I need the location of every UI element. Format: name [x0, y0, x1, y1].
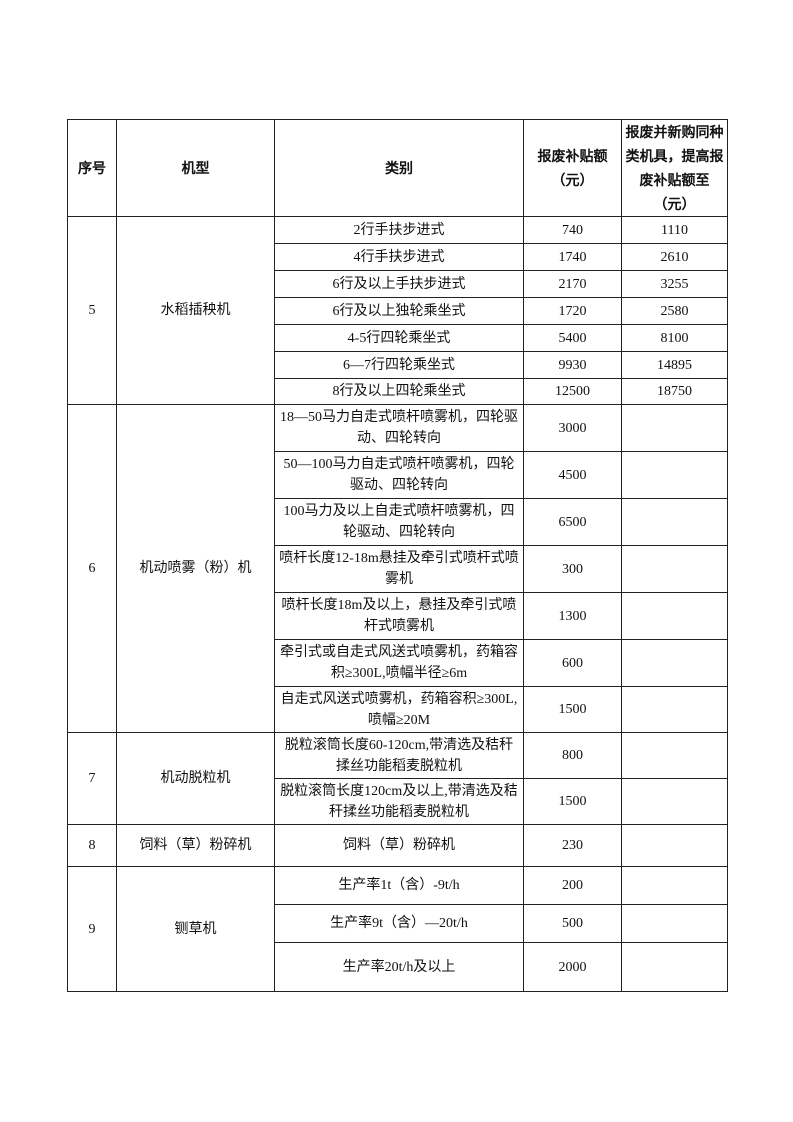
- table-row: 生产率9t（含）—20t/h 500: [68, 904, 728, 943]
- cell-subsidy: 9930: [523, 351, 622, 379]
- cell-no: 6: [67, 404, 117, 733]
- cell-category: 4-5行四轮乘坐式: [274, 324, 524, 352]
- cell-category: 6行及以上手扶步进式: [274, 270, 524, 298]
- header-raised-subsidy: 报废并新购同种类机具，提高报废补贴额至（元）: [621, 119, 728, 217]
- cell-subsidy: 1720: [523, 297, 622, 325]
- cell-subsidy: 300: [523, 545, 622, 593]
- cell-raised-subsidy: [621, 778, 728, 825]
- cell-raised-subsidy: [621, 904, 728, 943]
- cell-raised-subsidy: [621, 592, 728, 640]
- table-row: 喷杆长度18m及以上，悬挂及牵引式喷杆式喷雾机 1300: [68, 592, 728, 640]
- table-row: 7 机动脱粒机 脱粒滚筒长度60-120cm,带清选及秸秆揉丝功能稻麦脱粒机 800: [67, 732, 728, 825]
- cell-raised-subsidy: [621, 498, 728, 546]
- cell-model: 铡草机: [116, 866, 275, 992]
- cell-subsidy: 2170: [523, 270, 622, 298]
- cell-no: 9: [67, 866, 117, 992]
- cell-subsidy: 2000: [523, 942, 622, 992]
- cell-no: 8: [67, 824, 117, 867]
- cell-subsidy: 12500: [523, 378, 622, 405]
- cell-subsidy: 740: [523, 216, 622, 244]
- cell-raised-subsidy: [621, 451, 728, 499]
- table-row: 5 水稻插秧机 2行手扶步进式 740 1110: [67, 216, 728, 405]
- table-body: 5 水稻插秧机 2行手扶步进式 740 1110 4行手扶步进式 1740 2610 6行及以上…: [67, 216, 728, 992]
- cell-raised-subsidy: [621, 639, 728, 687]
- cell-model: 饲料（草）粉碎机: [116, 824, 275, 867]
- cell-category: 2行手扶步进式: [274, 216, 524, 244]
- cell-category: 100马力及以上自走式喷杆喷雾机，四轮驱动、四轮转向: [274, 498, 524, 546]
- table-row: 6 机动喷雾（粉）机 18—50马力自走式喷杆喷雾机，四轮驱动、四轮转向 3000: [67, 404, 728, 733]
- cell-subsidy: 6500: [523, 498, 622, 546]
- cell-subsidy: 1300: [523, 592, 622, 640]
- cell-subsidy: 500: [523, 904, 622, 943]
- cell-raised-subsidy: [621, 404, 728, 452]
- cell-category: 18—50马力自走式喷杆喷雾机，四轮驱动、四轮转向: [274, 404, 524, 452]
- cell-model: 水稻插秧机: [116, 216, 275, 405]
- table-row: 4-5行四轮乘坐式 5400 8100: [68, 324, 728, 352]
- cell-no: 5: [67, 216, 117, 405]
- cell-raised-subsidy: [621, 545, 728, 593]
- table-row: 生产率20t/h及以上 2000: [68, 942, 728, 992]
- cell-subsidy: 200: [523, 866, 622, 905]
- cell-raised-subsidy: 14895: [621, 351, 728, 379]
- cell-model: 机动脱粒机: [116, 732, 275, 825]
- cell-no: 7: [67, 732, 117, 825]
- table-row: 4行手扶步进式 1740 2610: [68, 243, 728, 271]
- cell-category: 50—100马力自走式喷杆喷雾机，四轮驱动、四轮转向: [274, 451, 524, 499]
- table-row: 6—7行四轮乘坐式 9930 14895: [68, 351, 728, 379]
- header-no: 序号: [67, 119, 117, 217]
- table-row: 9 铡草机 生产率1t（含）-9t/h 200: [67, 866, 728, 992]
- cell-subsidy: 3000: [523, 404, 622, 452]
- cell-raised-subsidy: 2610: [621, 243, 728, 271]
- cell-category: 自走式风送式喷雾机，药箱容积≥300L,喷幅≥20M: [274, 686, 524, 733]
- cell-subsidy: 1500: [523, 686, 622, 733]
- cell-raised-subsidy: [621, 686, 728, 733]
- cell-subsidy: 600: [523, 639, 622, 687]
- table-row: 8行及以上四轮乘坐式 12500 18750: [68, 378, 728, 405]
- cell-category: 喷杆长度12-18m悬挂及牵引式喷杆式喷雾机: [274, 545, 524, 593]
- header-model: 机型: [116, 119, 275, 217]
- cell-category: 生产率9t（含）—20t/h: [274, 904, 524, 943]
- header-subsidy: 报废补贴额（元）: [523, 119, 622, 217]
- cell-category: 生产率1t（含）-9t/h: [274, 866, 524, 905]
- cell-raised-subsidy: 3255: [621, 270, 728, 298]
- cell-raised-subsidy: [621, 942, 728, 992]
- table-row: 牵引式或自走式风送式喷雾机，药箱容积≥300L,喷幅半径≥6m 600: [68, 639, 728, 687]
- cell-model: 机动喷雾（粉）机: [116, 404, 275, 733]
- cell-category: 6—7行四轮乘坐式: [274, 351, 524, 379]
- cell-raised-subsidy: 8100: [621, 324, 728, 352]
- cell-raised-subsidy: [621, 824, 728, 867]
- cell-category: 饲料（草）粉碎机: [274, 824, 524, 867]
- cell-category: 4行手扶步进式: [274, 243, 524, 271]
- cell-category: 6行及以上独轮乘坐式: [274, 297, 524, 325]
- table-row: 50—100马力自走式喷杆喷雾机，四轮驱动、四轮转向 4500: [68, 451, 728, 499]
- table-row: 喷杆长度12-18m悬挂及牵引式喷杆式喷雾机 300: [68, 545, 728, 593]
- cell-category: 8行及以上四轮乘坐式: [274, 378, 524, 405]
- cell-category: 生产率20t/h及以上: [274, 942, 524, 992]
- cell-raised-subsidy: 18750: [621, 378, 728, 405]
- cell-category: 脱粒滚筒长度120cm及以上,带清选及秸秆揉丝功能稻麦脱粒机: [274, 778, 524, 825]
- cell-raised-subsidy: [621, 866, 728, 905]
- table-row: 100马力及以上自走式喷杆喷雾机，四轮驱动、四轮转向 6500: [68, 498, 728, 546]
- table-row: 自走式风送式喷雾机，药箱容积≥300L,喷幅≥20M 1500: [68, 686, 728, 733]
- table-row: 8 饲料（草）粉碎机 饲料（草）粉碎机 230: [67, 824, 728, 867]
- cell-raised-subsidy: [621, 732, 728, 779]
- cell-category: 脱粒滚筒长度60-120cm,带清选及秸秆揉丝功能稻麦脱粒机: [274, 732, 524, 779]
- cell-category: 喷杆长度18m及以上，悬挂及牵引式喷杆式喷雾机: [274, 592, 524, 640]
- cell-subsidy: 1740: [523, 243, 622, 271]
- table-row: 6行及以上独轮乘坐式 1720 2580: [68, 297, 728, 325]
- cell-raised-subsidy: 2580: [621, 297, 728, 325]
- cell-subsidy: 5400: [523, 324, 622, 352]
- subsidy-table: 序号 机型 类别 报废补贴额（元） 报废并新购同种类机具，提高报废补贴额至（元）…: [67, 119, 728, 992]
- cell-subsidy: 4500: [523, 451, 622, 499]
- cell-category: 牵引式或自走式风送式喷雾机，药箱容积≥300L,喷幅半径≥6m: [274, 639, 524, 687]
- cell-subsidy: 800: [523, 732, 622, 779]
- header-category: 类别: [274, 119, 524, 217]
- header-row: 序号 机型 类别 报废补贴额（元） 报废并新购同种类机具，提高报废补贴额至（元）: [67, 119, 728, 217]
- cell-subsidy: 1500: [523, 778, 622, 825]
- table-row: 6行及以上手扶步进式 2170 3255: [68, 270, 728, 298]
- cell-raised-subsidy: 1110: [621, 216, 728, 244]
- cell-subsidy: 230: [523, 824, 622, 867]
